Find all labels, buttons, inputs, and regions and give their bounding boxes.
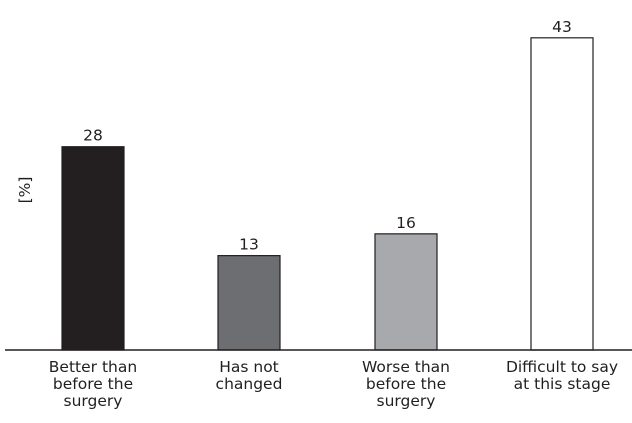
bar-1 — [61, 146, 125, 351]
value-labels-group: 28 13 16 43 — [83, 18, 572, 254]
value-label-4: 43 — [552, 18, 572, 36]
bar-2 — [217, 255, 281, 351]
category-label-2: Has not changed — [216, 358, 283, 393]
value-label-1: 28 — [83, 127, 103, 145]
y-axis-label: [%] — [16, 177, 34, 204]
value-label-2: 13 — [239, 236, 259, 254]
category-labels-group: Better than before the surgery Has not chang… — [49, 358, 618, 410]
category-label-3: Worse than before the surgery — [362, 358, 450, 410]
bars-group — [61, 37, 594, 351]
category-label-1: Better than before the surgery — [49, 358, 137, 410]
value-label-3: 16 — [396, 214, 416, 232]
bar-4 — [530, 37, 594, 351]
category-label-4: Difficult to say at this stage — [506, 358, 618, 393]
bar-3 — [374, 233, 438, 351]
